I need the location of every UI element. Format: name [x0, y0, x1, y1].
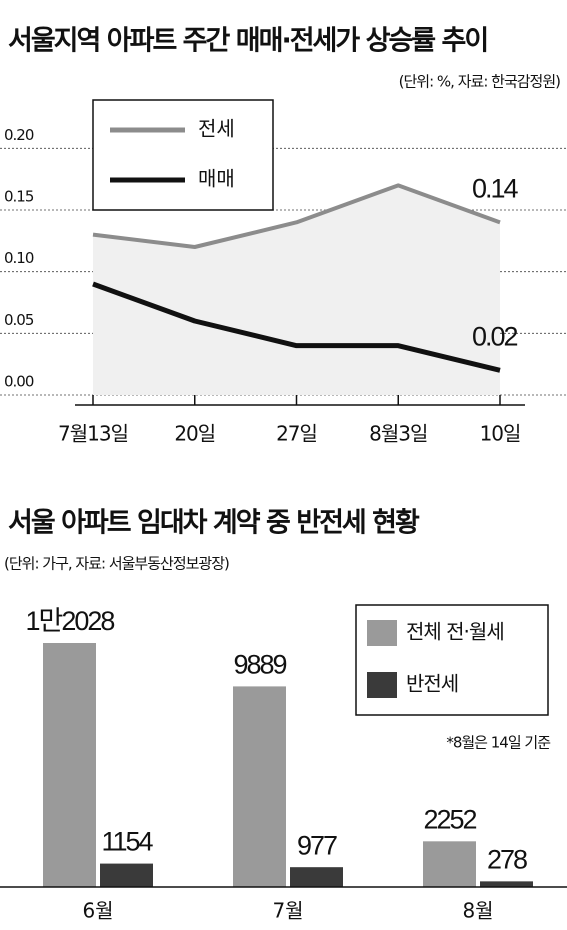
legend-label: 전세 — [198, 117, 235, 141]
line — [92, 183, 501, 249]
y-tick-label: 0.05 — [4, 311, 34, 329]
chart-title: 서울 아파트 임대차 계약 중 반전세 현황 — [8, 508, 420, 539]
x-tick-label: 7월13일 — [58, 422, 128, 446]
chart-subtitle: (단위: 가구, 자료: 서울부동산정보광장) — [4, 555, 229, 573]
y-tick-label: 0.15 — [4, 188, 34, 206]
x-tick-label: 20일 — [174, 422, 215, 446]
data-label: 977 — [297, 830, 337, 860]
x-tick-label: 10일 — [480, 422, 521, 446]
legend-swatch — [367, 620, 397, 646]
bar — [43, 643, 96, 887]
chart-subtitle: (단위: %, 자료: 한국감정원) — [399, 73, 560, 91]
legend-box — [92, 99, 274, 211]
chart-title: 서울지역 아파트 주간 매매·전세가 상승률 추이 — [8, 26, 487, 57]
bar — [233, 686, 286, 887]
note: *8월은 14일 기준 — [446, 734, 551, 752]
data-label: 1154 — [101, 827, 153, 857]
x-tick-label: 27일 — [276, 422, 317, 446]
x-tick-label: 6월 — [82, 899, 113, 923]
bar — [100, 863, 153, 887]
data-label: 278 — [487, 844, 527, 874]
data-label: 9889 — [233, 650, 286, 680]
x-tick-label: 8월3일 — [369, 422, 427, 446]
legend-swatch — [367, 672, 397, 698]
data-label: 2252 — [423, 804, 476, 834]
y-tick-label: 0.20 — [4, 126, 34, 144]
bar — [423, 841, 476, 887]
bar — [290, 867, 343, 887]
line — [92, 281, 501, 373]
legend-label: 매매 — [198, 167, 235, 191]
data-label: 1만2028 — [26, 606, 115, 636]
data-label: 0.02 — [472, 321, 518, 351]
legend-label: 전체 전·월세 — [406, 620, 504, 644]
legend-label: 반전세 — [406, 672, 458, 696]
y-tick-label: 0.00 — [4, 373, 34, 391]
x-tick-label: 8월 — [462, 899, 493, 923]
data-label: 0.14 — [472, 173, 519, 203]
y-tick-label: 0.10 — [4, 249, 34, 267]
bar — [480, 881, 533, 887]
x-tick-label: 7월 — [272, 899, 303, 923]
area — [93, 185, 500, 395]
